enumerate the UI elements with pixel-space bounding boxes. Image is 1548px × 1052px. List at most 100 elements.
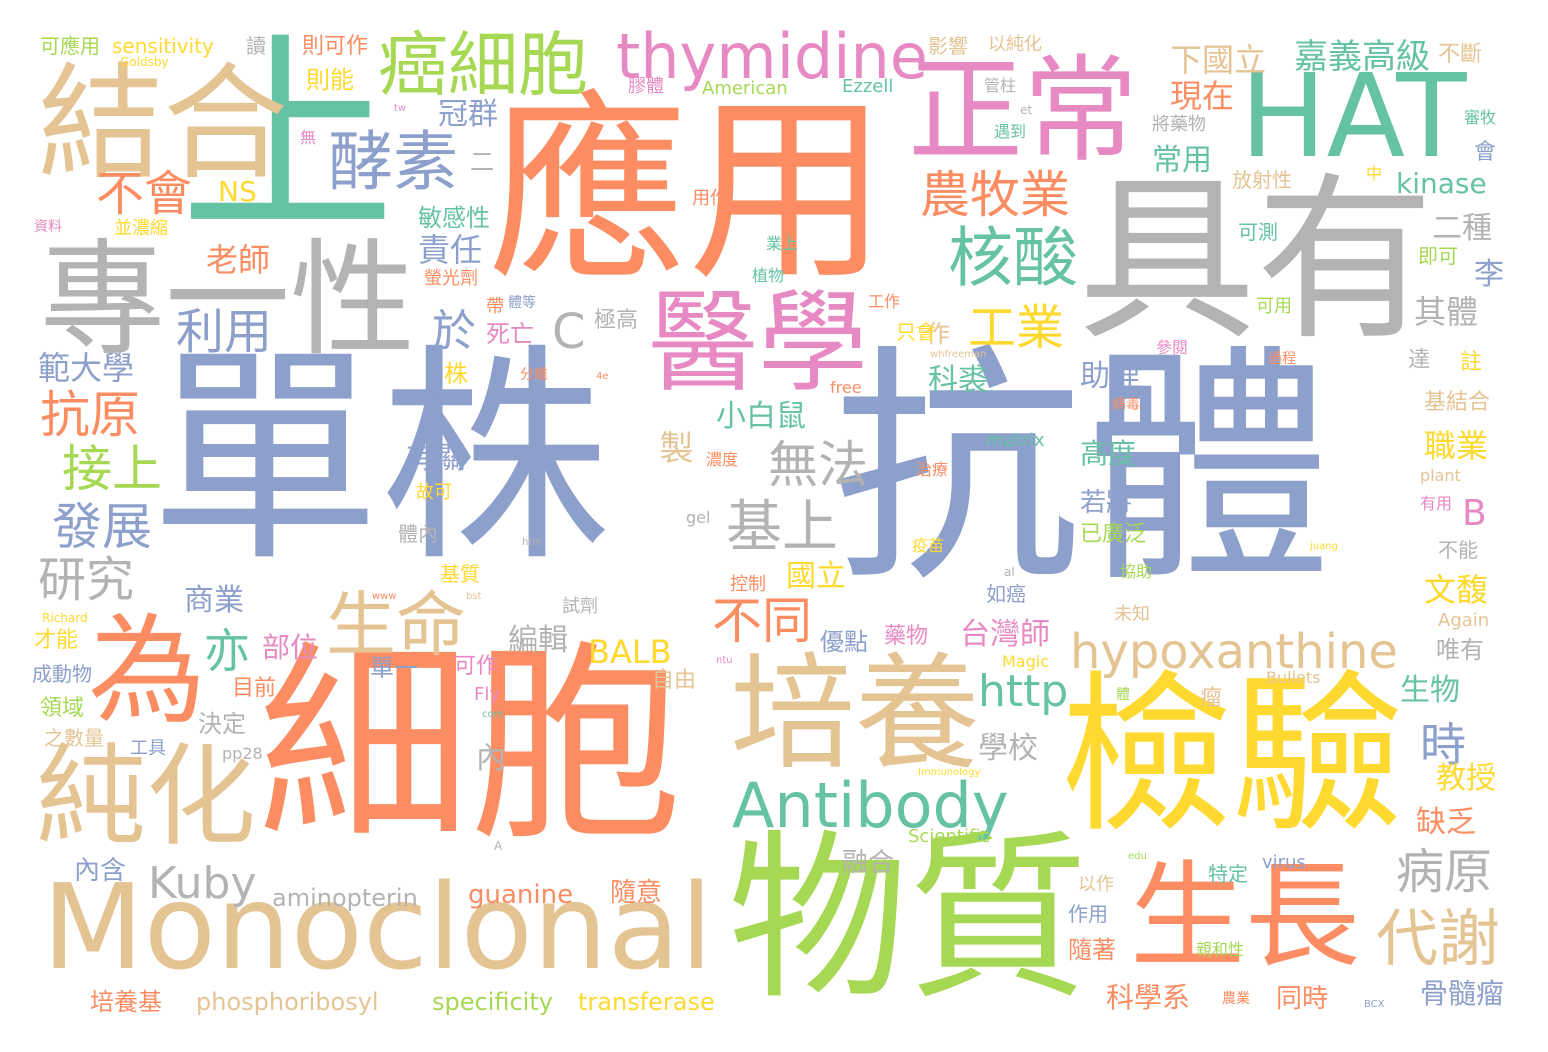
word-jie-he: 結合 [38,52,288,197]
word-c: C [552,304,586,360]
word-zhi-ye: 職業 [1424,427,1489,465]
word-dai-xie: 代謝 [1376,902,1501,975]
word-ying-yong: 應用 [488,75,889,308]
word-bing-nong-suo: 並濃縮 [114,218,168,239]
word-kuby: Kuby [148,858,257,909]
word-ti-deng: 體等 [508,295,536,311]
word-ji-jie-he: 基結合 [1424,390,1491,415]
word-com: com [482,709,504,720]
word-ying-xiang: 影響 [928,34,968,58]
word-yi-xue: 醫學 [648,279,868,407]
word-pei-yang: 培養 [730,642,980,787]
word-plant: plant [1420,466,1461,485]
word-tai-wan-shi: 台灣師 [960,617,1050,652]
word-nei: 內 [476,741,506,776]
word-cheng-dong-wu: 成動物 [32,662,92,686]
word-gong-ju: 工具 [130,738,166,759]
word-dan-yi: 單一 [370,654,418,682]
word-ji-zhi: 基質 [440,562,480,586]
word-edu: edu [1128,851,1147,862]
word-zhi: 製 [653,430,693,464]
word-thymidine: thymidine [616,20,928,93]
word-ke-yong: 可用 [1256,296,1292,317]
word-zhuan-yi-xing: 專一性 [40,228,415,373]
word-wei-you: 唯有 [1436,636,1484,664]
word-yao-wu: 藥物 [884,624,929,649]
word-cai-neng: 才能 [34,628,79,653]
word-ze-neng: 則能 [306,66,354,94]
word-yi-miao: 疫苗 [912,536,945,555]
word-du: 讀 [246,34,266,58]
word-xi-bao: 細胞 [258,622,682,869]
word-magic: Magic [1002,652,1050,671]
word-xue-xiao: 學校 [978,731,1038,766]
word-you-dian: 優點 [820,628,868,656]
word-ju-you: 具有 [1078,157,1434,364]
word-li-yong: 利用 [176,304,273,360]
word-zuo: 作 [926,320,950,348]
word-virus: virus [1262,852,1306,873]
word-zhu-li: 助理 [1080,359,1140,394]
word-balb: BALB [588,633,672,671]
word-al: al [1004,565,1015,579]
word-xian-zai: 現在 [1170,77,1235,115]
word-shi: 時 [1420,718,1466,772]
word-zhu: 株 [444,360,468,388]
word-aminopterin: aminopterin [272,884,418,912]
word-bing-yuan: 病原 [1396,844,1493,900]
word-xia-guo-li: 下國立 [1170,41,1267,79]
word-bu-wei: 部位 [262,631,319,664]
word-richard: Richard [42,611,88,625]
word-te-ding: 特定 [1208,862,1248,886]
word-fa-zhan: 發展 [52,498,152,556]
word-zi-you: 自由 [652,668,697,693]
word-yan-jiu: 研究 [38,552,135,608]
word-ns: NS [218,175,257,208]
word-pp28: pp28 [222,744,263,763]
word-ti: 體 [1116,687,1130,703]
word-liu: 瘤 [1200,686,1223,711]
word-fang-she-xing: 放射性 [1232,168,1292,192]
word-yi: 亦 [204,624,250,678]
word-jian-yan: 檢驗 [1060,655,1404,856]
word-kang-yuan: 抗原 [40,386,140,444]
word-yu: 於 [432,306,476,357]
word-wu: 無 [300,128,317,147]
word-gel: gel [686,508,711,527]
word-xiao-bai-shu: 小白鼠 [716,399,806,434]
word-hat: HAT [1240,50,1467,184]
word-ji-ke: 即可 [1418,244,1458,268]
word-ai-xi-bao: 癌細胞 [378,24,588,106]
word-american: American [702,78,788,99]
word-you-yong: 有用 [1420,494,1453,513]
word-bu-hui: 不會 [96,166,193,222]
word-zhi-liao: 治療 [916,460,949,479]
word-phosphoribosyl: phosphoribosyl [196,988,379,1016]
word-transferase: transferase [578,988,715,1016]
word-mu-qian: 目前 [232,676,277,701]
word-ling-yu: 領域 [40,696,85,721]
word-yi-guang-fan: 已廣泛 [1080,522,1147,547]
word-monoclonal: Monoclonal [42,858,713,996]
word-ying-guang-ji: 螢光劑 [424,268,478,289]
word-rong-he: 融合 [842,848,895,878]
word-bu-tong: 不同 [712,592,812,650]
word-que-fa: 缺乏 [1416,805,1476,840]
word-gu-sui-liu: 骨髓瘤 [1420,977,1505,1010]
word-b: B [1462,493,1487,534]
word-si-wang: 死亡 [486,320,534,348]
word-dai: 帶 [486,296,504,317]
word-kong-zhi: 控制 [730,574,766,595]
word-you-guan: 有關 [406,441,466,476]
word-ye-shang: 業上 [766,234,799,253]
word-wen-fu: 文馥 [1424,571,1489,609]
word-nong-mu-ye: 農牧業 [920,166,1070,224]
word-guo-li: 國立 [786,559,846,594]
word-guanine: guanine [468,880,574,910]
word-http: http [978,666,1069,717]
word-lao-shi: 老師 [206,241,271,279]
word-ke-ying-yong: 可應用 [40,34,100,58]
word-jie-shang: 接上 [62,440,162,498]
word-kinase: kinase [1396,167,1487,200]
word-fen-li: 分離 [520,367,548,383]
